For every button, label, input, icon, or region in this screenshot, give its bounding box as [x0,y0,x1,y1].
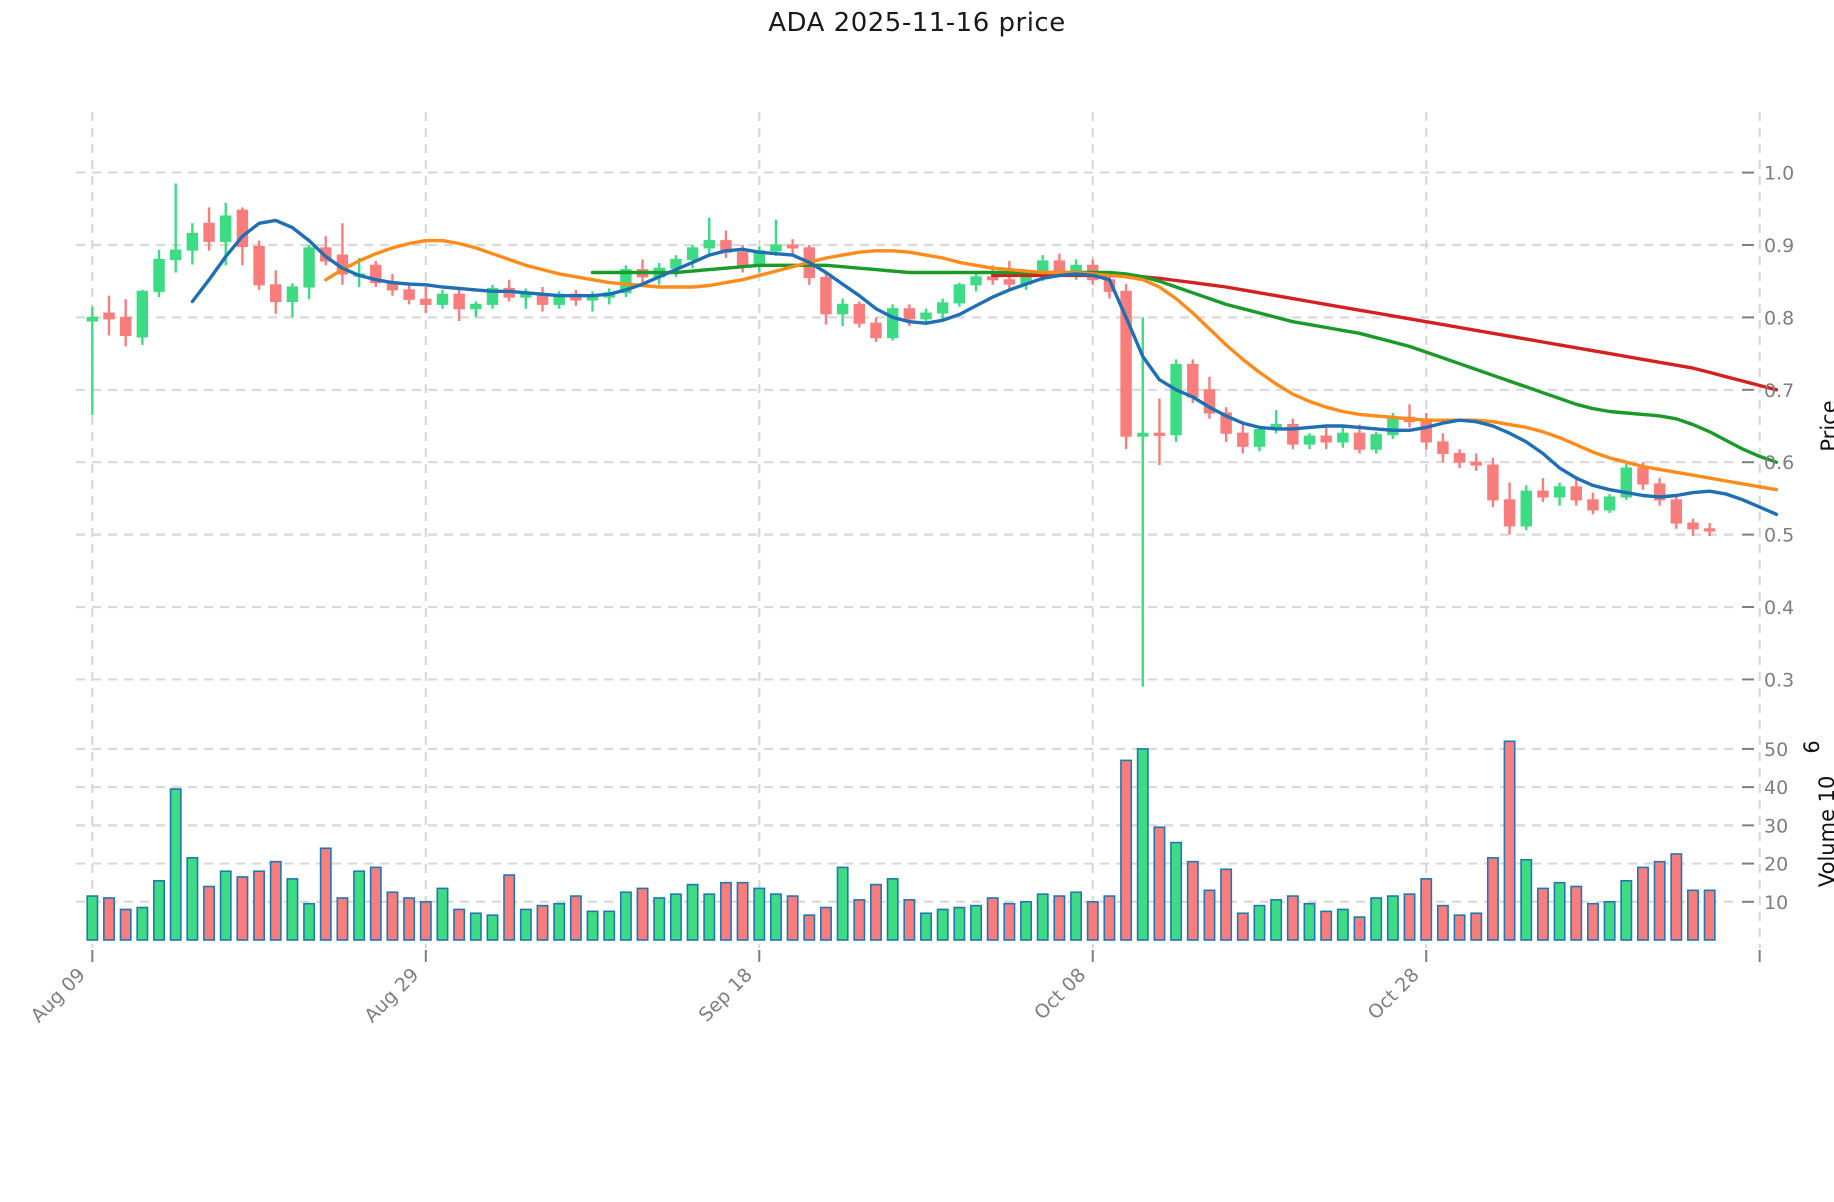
vertical-grid [91,112,1761,948]
volume-axis: 10 20 30 40 50 [1742,739,1788,914]
x-tick-label: Aug 29 [360,964,423,1027]
price-grid [76,171,1740,681]
volume-tick-label: 10 [1764,892,1788,914]
price-tick-label: 0.4 [1764,597,1794,619]
x-tick-label: Oct 28 [1364,964,1424,1024]
chart-title: ADA 2025-11-16 price [768,8,1066,38]
price-tick-label: 0.5 [1764,525,1794,547]
moving-average-lines [190,218,1779,516]
volume-tick-label: 30 [1764,815,1788,837]
volume-axis-title: Volume 10 [1815,776,1834,888]
x-tick-label: Sep 18 [695,964,757,1026]
x-tick-label: Aug 09 [27,964,90,1027]
volume-bars [86,740,1716,941]
price-tick-label: 0.3 [1764,669,1794,691]
volume-tick-label: 20 [1764,854,1788,876]
x-axis: Aug 09 Aug 29 Sep 18 Oct 08 Oct 28 [27,950,1761,1027]
volume-exponent-label: 6 [1800,740,1824,753]
axis-titles: Price Volume 10 6 [1800,400,1834,887]
price-axis-title: Price [1817,400,1834,451]
volume-tick-label: 50 [1764,739,1788,761]
price-tick-label: 0.9 [1764,235,1794,257]
price-axis: 0.3 0.4 0.5 0.6 0.7 0.8 0.9 1.0 [1742,163,1794,691]
price-tick-label: 1.0 [1764,163,1794,185]
volume-tick-label: 40 [1764,777,1788,799]
price-tick-label: 0.8 [1764,307,1794,329]
x-tick-label: Oct 08 [1030,964,1090,1024]
price-tick-label: 0.7 [1764,380,1794,402]
price-tick-label: 0.6 [1764,452,1794,474]
